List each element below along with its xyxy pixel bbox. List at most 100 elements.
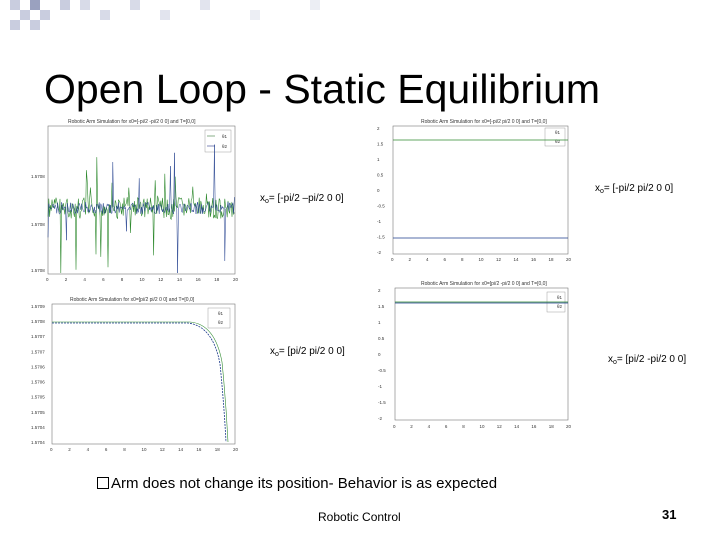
x-tick: 4 bbox=[87, 447, 90, 452]
y-tick: -0.5 bbox=[377, 204, 385, 209]
x-tick: 14 bbox=[514, 424, 520, 429]
x-tick: 0 bbox=[391, 257, 394, 262]
x-tick: 10 bbox=[140, 277, 146, 282]
x-tick: 12 bbox=[497, 424, 503, 429]
y-tick: 1.5706 bbox=[31, 364, 45, 369]
x-tick: 6 bbox=[445, 424, 448, 429]
legend-entry: θ2 bbox=[555, 139, 561, 144]
x-tick: 0 bbox=[50, 447, 53, 452]
y-tick: -1 bbox=[378, 384, 382, 389]
x-tick: 16 bbox=[196, 447, 202, 452]
x-tick: 4 bbox=[83, 277, 86, 282]
series-theta1 bbox=[52, 321, 229, 443]
x-tick: 0 bbox=[46, 277, 49, 282]
x-tick: 20 bbox=[233, 277, 239, 282]
y-tick: 1.5 bbox=[377, 142, 384, 147]
x-tick: 20 bbox=[566, 424, 572, 429]
x-tick: 10 bbox=[479, 257, 485, 262]
x-tick: 8 bbox=[123, 447, 126, 452]
x-tick: 8 bbox=[462, 424, 465, 429]
legend-entry: θ2 bbox=[222, 144, 228, 149]
x-tick: 8 bbox=[461, 257, 464, 262]
y-tick: 1.5706 bbox=[31, 380, 45, 385]
plot-bottom-right: Robotic Arm Simulation for x0=[pi/2 -pi/… bbox=[375, 280, 575, 435]
y-tick: 1.5708 bbox=[31, 222, 45, 227]
y-tick: 1.5707 bbox=[31, 349, 45, 354]
y-tick: 0 bbox=[377, 188, 380, 193]
x-tick: 6 bbox=[102, 277, 105, 282]
x-tick: 4 bbox=[428, 424, 431, 429]
x-tick: 6 bbox=[105, 447, 108, 452]
y-tick: 1.5707 bbox=[31, 334, 45, 339]
plot-title: Robotic Arm Simulation for x0=[pi/2 pi/2… bbox=[70, 297, 195, 303]
plot-legend: θ1 θ2 bbox=[204, 129, 232, 153]
checkbox-bullet-icon bbox=[97, 477, 109, 489]
page-number: 31 bbox=[662, 507, 677, 522]
x-tick: 18 bbox=[549, 257, 555, 262]
legend-entry: θ2 bbox=[557, 304, 563, 309]
x-tick: 10 bbox=[480, 424, 486, 429]
x-tick: 18 bbox=[549, 424, 555, 429]
legend-entry: θ1 bbox=[218, 311, 224, 316]
y-tick: 0.5 bbox=[378, 336, 385, 341]
series-theta2 bbox=[52, 322, 227, 443]
plot-title: Robotic Arm Simulation for x0=[-pi/2 pi/… bbox=[421, 119, 547, 125]
plot-top-right: Robotic Arm Simulation for x0=[-pi/2 pi/… bbox=[375, 118, 575, 268]
y-tick: 0.5 bbox=[377, 173, 384, 178]
x-tick: 14 bbox=[177, 277, 183, 282]
plot-legend: θ1 θ2 bbox=[544, 127, 566, 147]
x-tick: 20 bbox=[566, 257, 572, 262]
series-theta2 bbox=[47, 144, 235, 274]
initial-condition-label: xo= [-pi/2 –pi/2 0 0] bbox=[260, 193, 344, 205]
x-tick: 10 bbox=[142, 447, 148, 452]
y-tick: 1.5709 bbox=[31, 304, 45, 309]
y-tick: 2 bbox=[378, 288, 381, 293]
x-tick: 14 bbox=[178, 447, 184, 452]
plot-title: Robotic Arm Simulation for x0=[pi/2 -pi/… bbox=[421, 281, 547, 287]
y-tick: 1.5708 bbox=[31, 174, 45, 179]
y-tick: 2 bbox=[377, 126, 380, 131]
initial-condition-label: xo= [-pi/2 pi/2 0 0] bbox=[595, 183, 674, 195]
x-tick: 2 bbox=[68, 447, 71, 452]
y-tick: 1.5708 bbox=[31, 268, 45, 273]
y-tick: -2 bbox=[377, 250, 381, 255]
x-tick: 20 bbox=[233, 447, 239, 452]
bullet-point: Arm does not change its position- Behavi… bbox=[97, 475, 497, 492]
x-tick: 12 bbox=[158, 277, 164, 282]
x-tick: 6 bbox=[444, 257, 447, 262]
legend-entry: θ1 bbox=[557, 295, 563, 300]
x-tick: 0 bbox=[393, 424, 396, 429]
x-tick: 18 bbox=[214, 277, 220, 282]
x-tick: 4 bbox=[426, 257, 429, 262]
slide-footer: Robotic Control bbox=[318, 510, 401, 524]
initial-condition-label: xo= [pi/2 pi/2 0 0] bbox=[270, 346, 345, 358]
x-tick: 14 bbox=[514, 257, 520, 262]
x-tick: 2 bbox=[409, 257, 412, 262]
x-tick: 18 bbox=[215, 447, 221, 452]
plot-top-left: Robotic Arm Simulation for x0=[-pi/2 -pi… bbox=[30, 118, 240, 288]
y-tick: 1 bbox=[378, 320, 381, 325]
y-tick: 0 bbox=[378, 352, 381, 357]
plot-legend: θ1 θ2 bbox=[207, 307, 231, 329]
y-tick: -1 bbox=[377, 219, 381, 224]
x-tick: 16 bbox=[531, 424, 537, 429]
plot-title: Robotic Arm Simulation for x0=[-pi/2 -pi… bbox=[68, 119, 196, 125]
x-tick: 8 bbox=[121, 277, 124, 282]
x-tick: 2 bbox=[410, 424, 413, 429]
slide-title: Open Loop - Static Equilibrium bbox=[44, 66, 601, 112]
y-tick: -1.5 bbox=[378, 400, 386, 405]
y-tick: 1.5705 bbox=[31, 395, 45, 400]
y-tick: -1.5 bbox=[377, 235, 385, 240]
initial-condition-label: xo= [pi/2 -pi/2 0 0] bbox=[608, 354, 687, 366]
x-tick: 16 bbox=[196, 277, 202, 282]
decorative-squares bbox=[0, 0, 360, 40]
y-tick: 1.5705 bbox=[31, 410, 45, 415]
x-tick: 16 bbox=[531, 257, 537, 262]
bullet-text: Arm does not change its position- Behavi… bbox=[111, 475, 498, 492]
plot-bottom-left: Robotic Arm Simulation for x0=[pi/2 pi/2… bbox=[30, 292, 240, 457]
x-tick: 2 bbox=[65, 277, 68, 282]
legend-entry: θ1 bbox=[555, 130, 561, 135]
y-tick: 1.5 bbox=[378, 304, 385, 309]
legend-entry: θ2 bbox=[218, 320, 224, 325]
y-tick: -0.5 bbox=[378, 368, 386, 373]
